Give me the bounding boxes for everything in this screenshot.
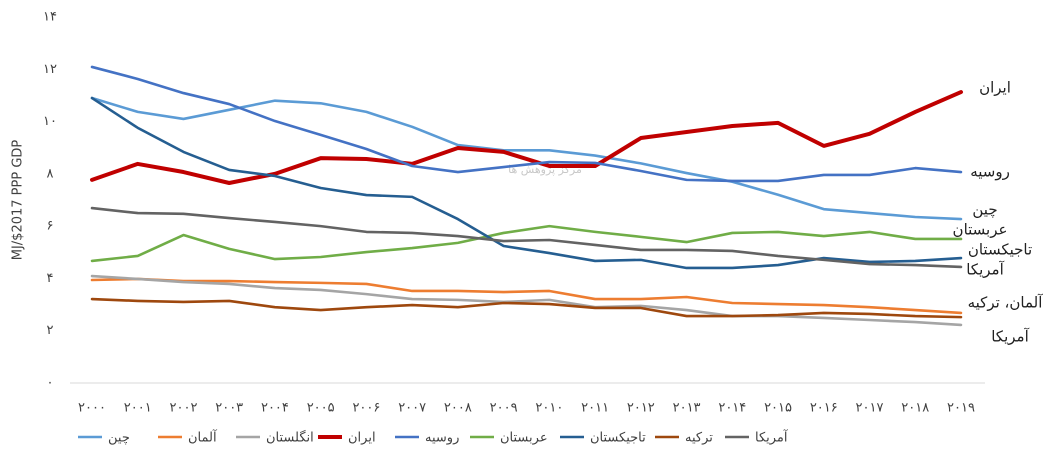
annotation: آلمان، ترکیه xyxy=(968,294,1044,312)
x-tick-label: ۲۰۰۳ xyxy=(215,401,243,416)
x-tick-label: ۲۰۱۱ xyxy=(581,401,609,416)
y-axis-label: MJ/$2017 PPP GDP xyxy=(11,140,26,261)
x-tick-label: ۲۰۰۷ xyxy=(398,401,426,416)
y-tick-label: ۱۰ xyxy=(43,114,57,129)
annotation: تاجیکستان xyxy=(968,241,1032,259)
x-tick-label: ۲۰۰۹ xyxy=(490,401,518,416)
series-line xyxy=(90,277,963,315)
annotation: ایران xyxy=(979,79,1011,97)
x-tick-label: ۲۰۰۱ xyxy=(124,401,152,416)
y-tick-label: ۴ xyxy=(47,271,54,286)
legend-label: تاجیکستان xyxy=(590,431,646,446)
series-line xyxy=(90,224,963,263)
series-line xyxy=(90,90,963,186)
legend-label: ایران xyxy=(348,431,376,446)
x-tick-label: ۲۰۰۰ xyxy=(78,401,106,416)
legend-label: انگلستان xyxy=(266,430,314,446)
x-tick-label: ۲۰۰۶ xyxy=(352,401,380,416)
y-tick-label: ۶ xyxy=(47,219,54,234)
legend-label: آمریکا xyxy=(755,429,789,446)
x-tick-label: ۲۰۱۴ xyxy=(718,401,746,416)
x-tick-label: ۲۰۰۴ xyxy=(261,401,289,416)
annotation: روسیه xyxy=(970,163,1010,181)
x-tick-label: ۲۰۰۵ xyxy=(307,401,335,416)
x-tick-label: ۲۰۱۳ xyxy=(673,401,701,416)
annotation: چین xyxy=(972,201,997,219)
annotation: عربستان xyxy=(953,221,1008,239)
x-tick-label: ۲۰۱۲ xyxy=(627,401,655,416)
x-tick-label: ۲۰۰۲ xyxy=(170,401,198,416)
series-line xyxy=(90,297,963,319)
series-line xyxy=(90,96,963,221)
legend-label: عربستان xyxy=(500,431,548,446)
legend-label: روسیه xyxy=(425,431,459,446)
x-tick-label: ۲۰۱۰ xyxy=(535,401,563,416)
legend-label: ترکیه xyxy=(685,431,713,446)
x-tick-label: ۲۰۱۷ xyxy=(856,401,884,416)
x-tick-label: ۲۰۱۵ xyxy=(764,401,792,416)
series-line xyxy=(90,206,963,269)
annotation: آمریکا xyxy=(966,261,1004,279)
y-tick-label: ۱۲ xyxy=(43,62,57,77)
x-tick-label: ۲۰۱۶ xyxy=(810,401,838,416)
legend-label: چین xyxy=(108,431,130,446)
series-line xyxy=(90,274,963,327)
series-line xyxy=(90,65,963,183)
y-tick-label: ۰ xyxy=(47,376,54,391)
legend-label: آلمان xyxy=(188,429,218,446)
y-tick-label: ۲ xyxy=(47,323,54,338)
x-tick-label: ۲۰۱۸ xyxy=(901,401,929,416)
annotation: آمریکا xyxy=(991,328,1029,346)
y-tick-label: ۱۴ xyxy=(43,10,57,25)
x-tick-label: ۲۰۰۸ xyxy=(444,401,472,416)
y-tick-label: ۸ xyxy=(47,166,54,181)
x-tick-label: ۲۰۱۹ xyxy=(947,401,975,416)
